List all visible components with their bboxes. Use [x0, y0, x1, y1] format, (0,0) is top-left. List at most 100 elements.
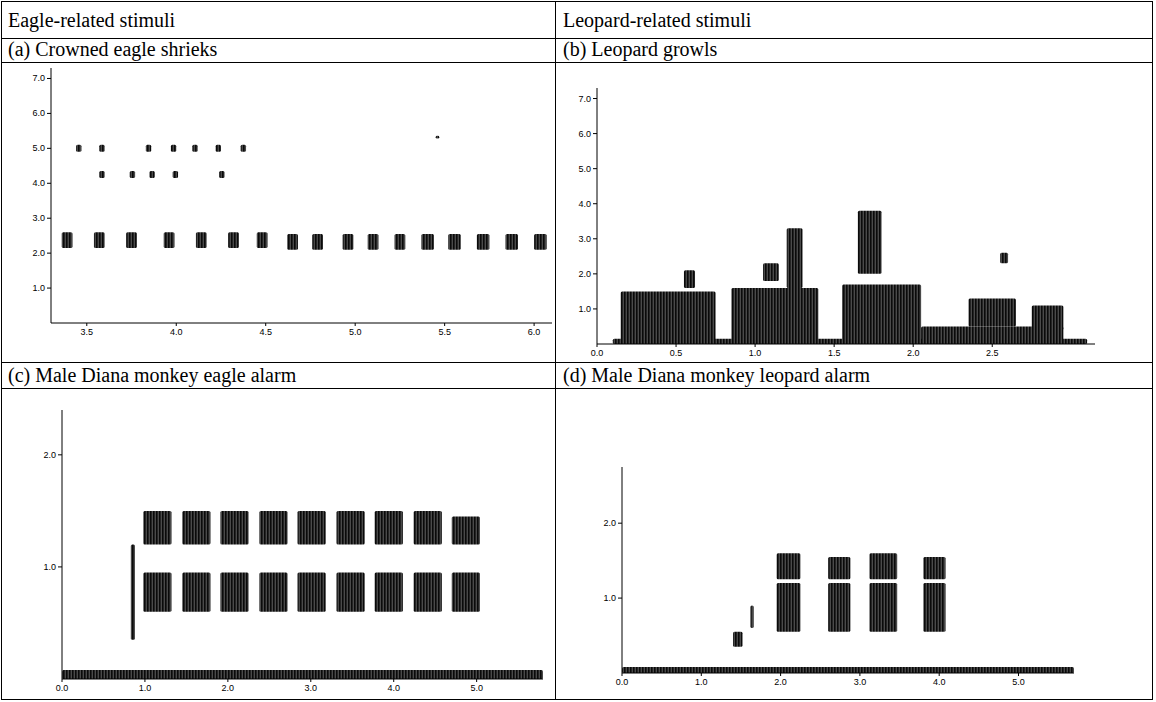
title-divider [2, 388, 1153, 389]
axes: 1.02.03.04.05.06.07.00.00.51.01.52.02.5 [578, 88, 1095, 358]
x-tick-label: 1.0 [695, 677, 708, 687]
sound-unit [448, 234, 461, 250]
sound-unit [969, 298, 1016, 326]
y-tick-label: 7.0 [32, 73, 45, 83]
x-axis [51, 323, 552, 324]
sound-unit [828, 557, 850, 579]
panel: (b) Leopard growls1.02.03.04.05.06.07.00… [563, 38, 1095, 358]
y-tick [593, 98, 597, 99]
panel-title: (a) Crowned eagle shrieks [8, 38, 218, 61]
column-header: Leopard-related stimuli [563, 9, 752, 32]
x-tick [834, 344, 835, 347]
y-tick-label: 2.0 [43, 450, 56, 460]
y-axis [597, 88, 598, 344]
sound-unit [143, 511, 171, 545]
y-tick [593, 168, 597, 169]
sound-unit [421, 234, 434, 250]
sound-unit [220, 573, 248, 612]
sound-unit [452, 516, 480, 544]
sound-unit [182, 511, 210, 545]
y-tick [593, 273, 597, 274]
sound-unit [477, 234, 490, 250]
x-tick-label: 5.0 [349, 327, 362, 337]
x-tick [676, 344, 677, 347]
y-tick-label: 1.0 [32, 283, 45, 293]
x-tick-label: 3.0 [854, 677, 867, 687]
y-tick-label: 4.0 [32, 178, 45, 188]
sound-unit [173, 171, 178, 178]
x-tick [780, 673, 781, 676]
x-tick [992, 344, 993, 347]
sound-unit [842, 284, 921, 344]
x-tick [62, 679, 63, 682]
sound-unit [99, 171, 104, 178]
x-tick-label: 6.0 [528, 327, 541, 337]
y-tick-label: 5.0 [578, 164, 591, 174]
sound-unit [312, 234, 323, 250]
axes: 1.02.00.01.02.03.04.05.0 [43, 410, 543, 693]
x-tick-label: 2.0 [907, 348, 920, 358]
x-tick-label: 0.5 [670, 348, 683, 358]
sound-unit [375, 511, 403, 545]
sound-unit [622, 667, 1074, 673]
spectrogram-units [622, 553, 1074, 673]
y-tick-label: 2.0 [32, 248, 45, 258]
axes: 1.02.00.01.02.03.04.05.0 [603, 467, 1074, 687]
sound-unit [621, 291, 716, 344]
x-tick-label: 0.0 [591, 348, 604, 358]
x-tick-label: 2.0 [222, 683, 235, 693]
sound-unit [62, 232, 73, 248]
x-tick-label: 4.5 [259, 327, 272, 337]
y-tick [593, 308, 597, 309]
y-tick-label: 1.0 [603, 593, 616, 603]
sound-unit [923, 583, 945, 632]
x-tick-label: 2.0 [774, 677, 787, 687]
y-tick [47, 183, 51, 184]
x-tick-label: 0.0 [56, 683, 69, 693]
panel: (a) Crowned eagle shrieks1.02.03.04.05.0… [8, 38, 552, 337]
sound-unit [763, 263, 779, 281]
y-tick-label: 5.0 [32, 143, 45, 153]
x-tick [1018, 673, 1019, 676]
x-tick [265, 323, 266, 326]
sound-unit [143, 573, 171, 612]
y-tick-label: 2.0 [603, 518, 616, 528]
x-tick [144, 679, 145, 682]
x-tick-label: 1.5 [828, 348, 841, 358]
sound-unit [733, 632, 743, 647]
column-header: Eagle-related stimuli [8, 9, 176, 32]
x-tick [597, 344, 598, 347]
sound-unit [216, 145, 221, 152]
sound-unit [99, 145, 104, 152]
y-tick-label: 7.0 [578, 94, 591, 104]
figure: Eagle-related stimuli Leopard-related sti… [0, 0, 1156, 702]
x-tick [476, 679, 477, 682]
sound-unit [192, 145, 197, 152]
x-tick [227, 679, 228, 682]
sound-unit [1032, 305, 1064, 330]
sound-unit [684, 270, 695, 288]
sound-unit [171, 145, 176, 152]
y-tick-label: 6.0 [32, 108, 45, 118]
x-tick-label: 5.5 [438, 327, 451, 337]
sound-unit [414, 573, 442, 612]
x-tick-label: 5.0 [470, 683, 483, 693]
panel: (c) Male Diana monkey eagle alarm1.02.00… [8, 364, 543, 693]
x-tick-label: 0.0 [616, 677, 629, 687]
y-tick [58, 454, 62, 455]
sound-unit [219, 171, 224, 178]
y-tick [47, 148, 51, 149]
sound-unit [869, 553, 897, 579]
x-tick [310, 679, 311, 682]
sound-unit [828, 583, 850, 632]
x-tick-label: 4.0 [387, 683, 400, 693]
sound-unit [452, 573, 480, 612]
sound-unit [259, 573, 287, 612]
sound-unit [182, 573, 210, 612]
y-axis [622, 467, 623, 673]
sound-unit [220, 511, 248, 545]
x-tick [913, 344, 914, 347]
row-divider [2, 362, 1153, 363]
y-tick [47, 253, 51, 254]
sound-unit [259, 511, 287, 545]
